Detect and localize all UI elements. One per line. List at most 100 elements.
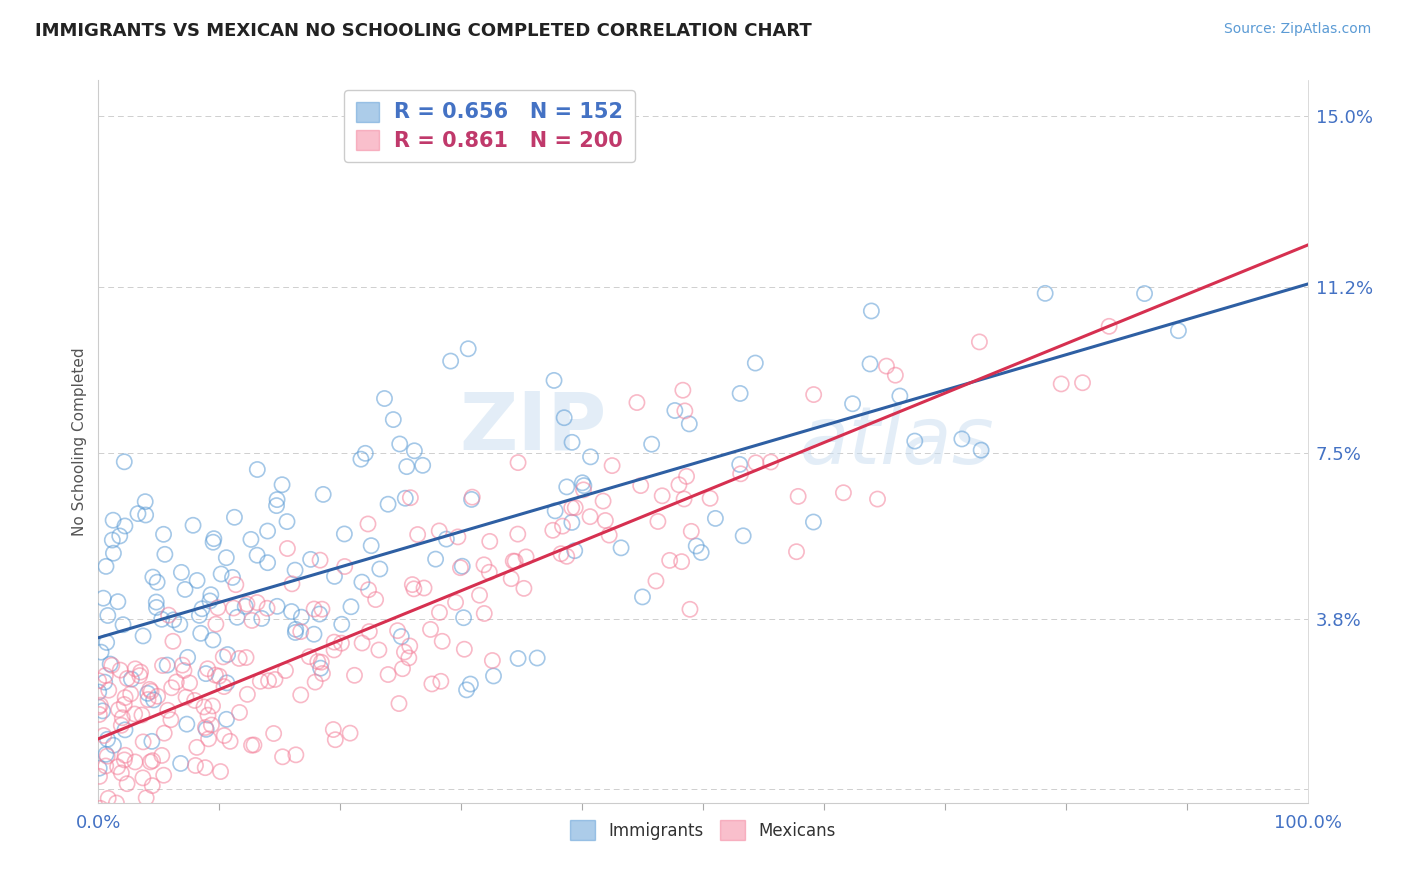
Point	[323, 643, 346, 657]
Point	[482, 669, 505, 683]
Point	[208, 669, 231, 683]
Point	[181, 518, 204, 533]
Point	[1167, 324, 1189, 338]
Point	[179, 676, 201, 690]
Point	[201, 632, 224, 647]
Point	[195, 723, 218, 737]
Point	[322, 723, 344, 737]
Point	[350, 452, 373, 467]
Point	[127, 507, 149, 521]
Point	[681, 524, 703, 539]
Point	[304, 675, 326, 690]
Point	[481, 653, 503, 667]
Point	[256, 556, 278, 570]
Point	[553, 410, 575, 425]
Point	[298, 649, 321, 664]
Point	[150, 612, 173, 626]
Y-axis label: No Schooling Completed: No Schooling Completed	[72, 347, 87, 536]
Point	[132, 771, 155, 785]
Point	[579, 450, 602, 464]
Point	[200, 718, 222, 732]
Text: IMMIGRANTS VS MEXICAN NO SCHOOLING COMPLETED CORRELATION CHART: IMMIGRANTS VS MEXICAN NO SCHOOLING COMPL…	[35, 22, 811, 40]
Point	[503, 554, 526, 568]
Point	[323, 635, 346, 649]
Point	[402, 582, 425, 596]
Point	[502, 554, 524, 568]
Point	[651, 489, 673, 503]
Point	[290, 624, 312, 639]
Point	[478, 566, 501, 580]
Point	[215, 712, 238, 726]
Point	[124, 706, 146, 721]
Point	[506, 651, 529, 665]
Point	[110, 766, 132, 780]
Point	[1071, 376, 1094, 390]
Point	[197, 731, 219, 746]
Point	[460, 677, 482, 691]
Point	[176, 717, 198, 731]
Point	[162, 634, 184, 648]
Point	[108, 529, 131, 543]
Point	[87, 700, 110, 714]
Point	[212, 729, 235, 743]
Point	[96, 732, 118, 747]
Point	[841, 397, 863, 411]
Point	[250, 611, 273, 625]
Point	[89, 698, 111, 713]
Point	[302, 627, 325, 641]
Point	[367, 643, 389, 657]
Point	[387, 624, 409, 638]
Point	[239, 533, 262, 547]
Point	[453, 611, 475, 625]
Point	[135, 790, 157, 805]
Point	[142, 754, 165, 768]
Point	[194, 761, 217, 775]
Point	[107, 703, 129, 717]
Point	[120, 672, 142, 686]
Point	[281, 577, 304, 591]
Point	[673, 491, 696, 506]
Point	[388, 437, 411, 451]
Point	[266, 599, 288, 614]
Point	[107, 594, 129, 608]
Point	[394, 645, 416, 659]
Point	[120, 687, 142, 701]
Point	[598, 528, 620, 542]
Point	[215, 676, 238, 690]
Point	[141, 779, 163, 793]
Point	[419, 623, 441, 637]
Point	[103, 739, 125, 753]
Point	[276, 515, 298, 529]
Point	[866, 491, 889, 506]
Point	[142, 693, 165, 707]
Point	[434, 532, 457, 546]
Point	[112, 753, 135, 767]
Point	[110, 718, 132, 732]
Point	[373, 392, 395, 406]
Point	[111, 711, 134, 725]
Point	[970, 443, 993, 458]
Point	[188, 608, 211, 623]
Point	[276, 541, 298, 556]
Point	[105, 796, 128, 810]
Point	[202, 532, 225, 546]
Point	[284, 563, 307, 577]
Point	[87, 685, 110, 699]
Point	[501, 572, 523, 586]
Point	[132, 735, 155, 749]
Point	[132, 629, 155, 643]
Text: Source: ZipAtlas.com: Source: ZipAtlas.com	[1223, 22, 1371, 37]
Point	[340, 599, 363, 614]
Point	[271, 477, 294, 491]
Point	[157, 608, 180, 623]
Point	[884, 368, 907, 383]
Point	[96, 635, 118, 649]
Point	[160, 713, 183, 727]
Point	[194, 666, 217, 681]
Point	[610, 541, 633, 555]
Point	[1050, 376, 1073, 391]
Point	[145, 595, 167, 609]
Point	[221, 570, 243, 584]
Point	[561, 516, 583, 530]
Point	[228, 811, 250, 825]
